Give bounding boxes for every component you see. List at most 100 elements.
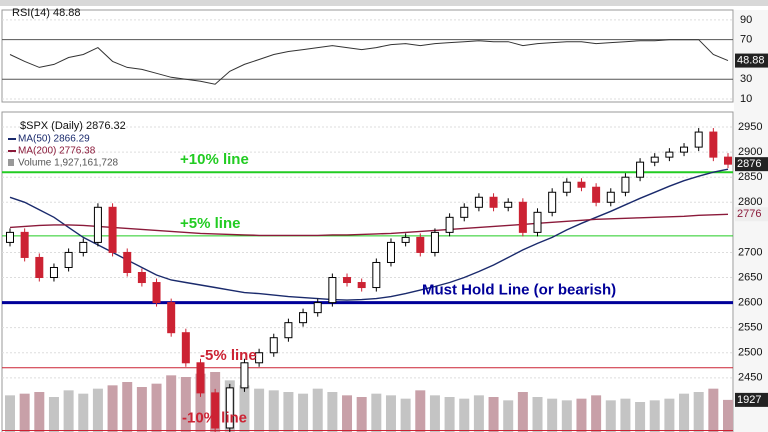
volume-bar xyxy=(605,400,616,432)
candle-body xyxy=(680,146,689,153)
y-tick-label: 2600 xyxy=(738,297,762,309)
volume-bar xyxy=(107,385,118,432)
volume-bar xyxy=(385,395,396,432)
candle-body xyxy=(474,196,483,208)
candle-body xyxy=(64,251,73,268)
candle-body xyxy=(152,282,161,304)
label-layer: 2450 2500 2550 2600 2650 2700 2800 2850 2900 2950… xyxy=(8,7,768,426)
candle-body xyxy=(181,332,190,364)
volume-bar xyxy=(591,395,602,432)
candle-body xyxy=(328,277,337,304)
volume-bar xyxy=(576,398,587,432)
volume-bar xyxy=(48,397,59,432)
candle-body xyxy=(636,161,645,178)
level-label: +5% line xyxy=(180,215,240,232)
ma-line xyxy=(9,213,729,237)
candle-body xyxy=(518,201,527,233)
candle-body xyxy=(269,337,278,354)
candle-body xyxy=(284,322,293,339)
candle-body xyxy=(211,392,220,429)
volume-bar xyxy=(371,393,382,432)
candle-body xyxy=(709,131,718,158)
candle-body xyxy=(79,241,88,253)
legend-label: MA(200) 2776.38 xyxy=(18,146,96,157)
volume-bar xyxy=(459,398,470,432)
rsi-tick-label: 70 xyxy=(740,34,752,46)
level-label: Must Hold Line (or bearish) xyxy=(422,282,616,299)
volume-bar xyxy=(356,397,367,432)
volume-bar xyxy=(473,395,484,432)
volume-bar xyxy=(620,398,631,432)
candle-body xyxy=(401,236,410,243)
volume-bar xyxy=(635,402,646,432)
candle-body xyxy=(504,201,513,208)
volume-bar xyxy=(312,388,323,432)
volume-bar xyxy=(151,383,162,432)
y-tick-label: 2500 xyxy=(738,347,762,359)
value-badge xyxy=(735,207,768,222)
legend-label: MA(50) 2866.29 xyxy=(18,134,90,145)
rsi-tick-label: 30 xyxy=(740,73,752,85)
candle-body xyxy=(299,312,308,324)
candle-body xyxy=(49,266,58,279)
volume-bar xyxy=(532,397,543,432)
value-badge-label: 1927 xyxy=(737,394,761,406)
candle-body xyxy=(108,206,117,253)
candle-body xyxy=(93,206,102,243)
volume-bar xyxy=(664,398,675,432)
volume-bar xyxy=(5,395,15,432)
candle-body xyxy=(533,211,542,233)
legend-swatch xyxy=(8,159,14,166)
volume-bar xyxy=(239,385,250,432)
candle-body xyxy=(460,206,469,218)
rsi-tick-label: 10 xyxy=(740,93,752,105)
chart-title: $SPX (Daily) 2876.32 xyxy=(20,120,126,132)
volume-bar xyxy=(180,377,191,432)
volume-bar xyxy=(92,388,103,432)
candle-body xyxy=(6,231,14,243)
level-label: -10% line xyxy=(182,409,247,426)
volume-bar xyxy=(283,392,294,432)
level-label: -5% line xyxy=(200,347,257,364)
volume-bar xyxy=(298,393,309,432)
value-badge-label: 2776 xyxy=(737,208,761,220)
volume-bar xyxy=(561,400,572,432)
volume-bar xyxy=(708,388,719,432)
y-tick-label: 2900 xyxy=(738,146,762,158)
candle-body xyxy=(562,181,571,193)
volume-layer xyxy=(2,19,733,432)
volume-bar xyxy=(547,398,558,432)
y-tick-label: 2650 xyxy=(738,271,762,283)
y-tick-label: 2950 xyxy=(738,121,762,133)
volume-bar xyxy=(63,390,74,432)
candle-body xyxy=(123,251,132,274)
candle-body xyxy=(357,282,366,289)
volume-bar xyxy=(19,393,30,432)
rsi-tick-label: 90 xyxy=(740,14,752,26)
header-strip xyxy=(0,0,768,6)
candle-body xyxy=(665,151,674,158)
candle-body xyxy=(240,362,249,389)
volume-bar xyxy=(429,395,440,432)
value-badge-label: 48.88 xyxy=(737,54,765,66)
candle-body xyxy=(577,181,586,188)
volume-bar xyxy=(34,392,45,432)
rsi-line xyxy=(9,39,729,85)
volume-bar xyxy=(78,393,89,432)
value-badge xyxy=(735,392,768,407)
y-tick-label: 2800 xyxy=(738,196,762,208)
candle-body xyxy=(35,256,44,279)
candle-body xyxy=(694,131,703,148)
candle-body xyxy=(20,231,29,258)
candle-body xyxy=(386,241,395,263)
volume-bar xyxy=(166,375,177,432)
candle-body xyxy=(724,156,732,165)
candle-body xyxy=(137,272,146,284)
volume-bar xyxy=(327,392,338,432)
price-panel xyxy=(1,111,734,432)
volume-bar xyxy=(400,398,411,432)
volume-bar xyxy=(679,393,690,432)
